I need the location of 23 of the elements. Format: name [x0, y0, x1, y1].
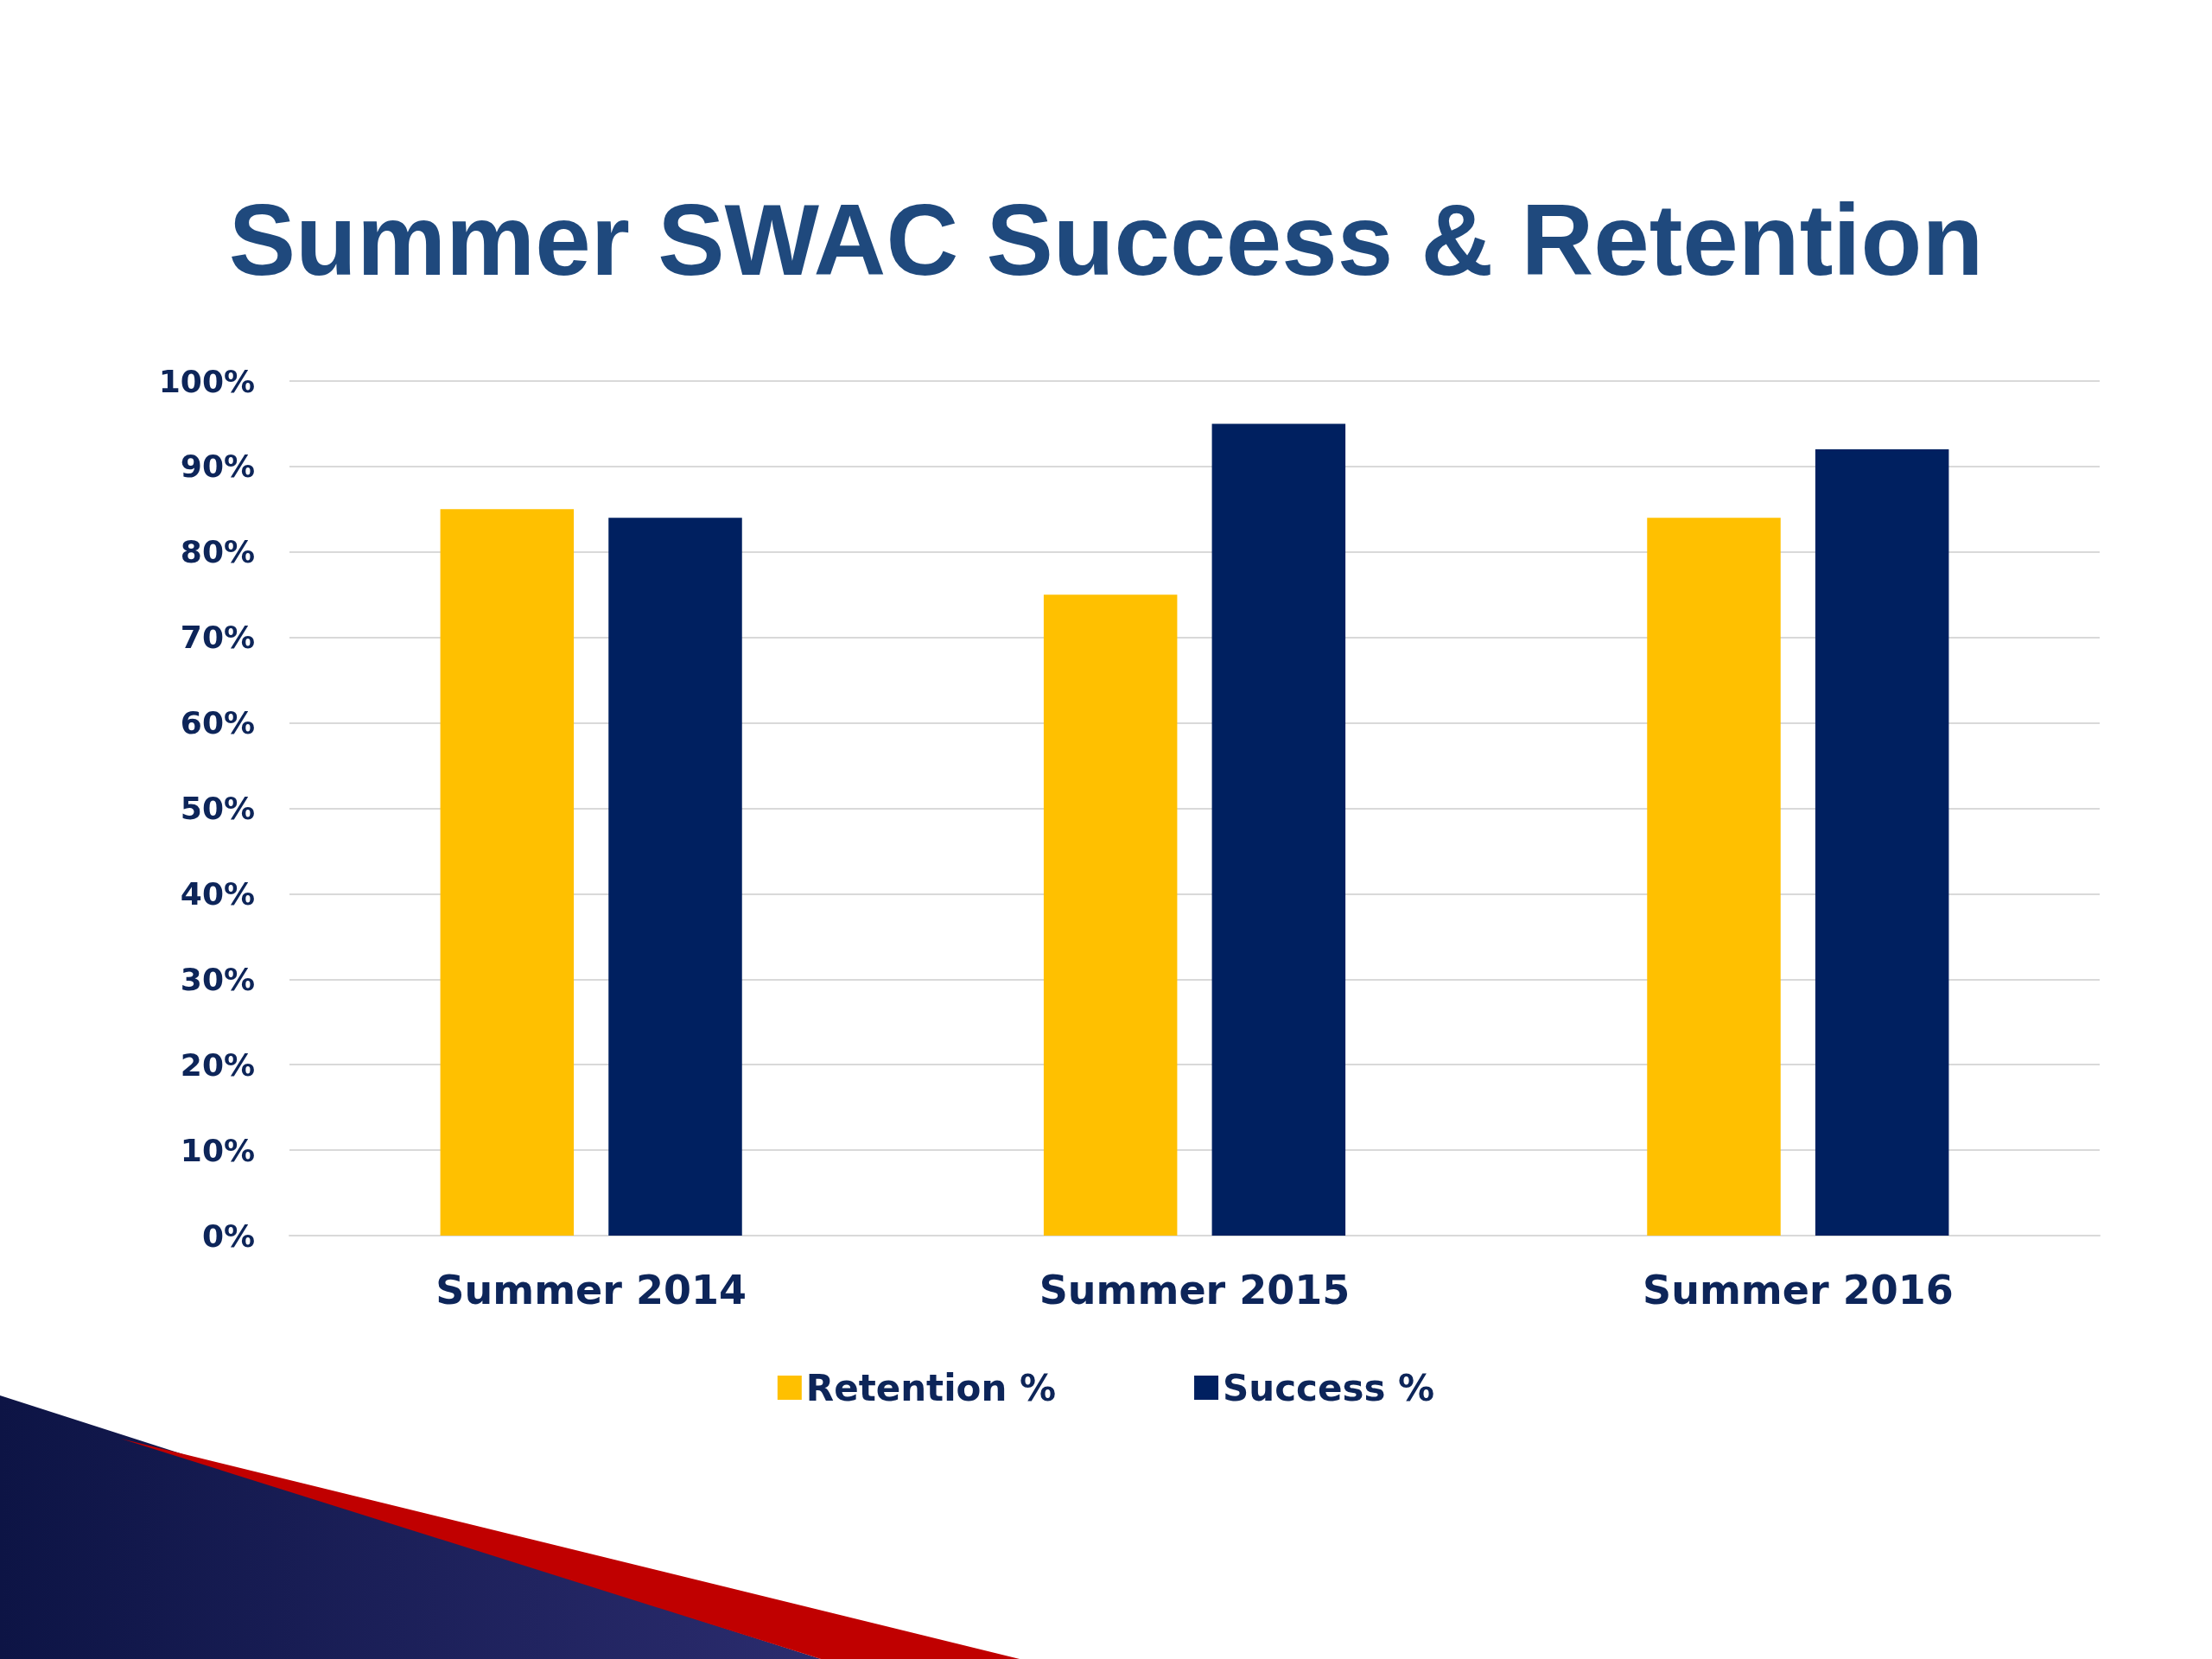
y-tick-label: 30% — [180, 961, 255, 997]
y-tick-label: 20% — [180, 1046, 255, 1083]
y-tick-label: 0% — [201, 1217, 255, 1254]
y-tick-label: 10% — [180, 1132, 255, 1168]
bar — [440, 509, 575, 1236]
bar — [1043, 594, 1178, 1236]
y-tick-label: 60% — [180, 705, 255, 741]
bar — [1211, 423, 1346, 1236]
y-tick-label: 50% — [180, 791, 255, 826]
bar — [608, 518, 742, 1236]
y-tick-label: 90% — [180, 448, 255, 485]
y-tick-label: 70% — [180, 620, 255, 656]
y-tick-label: 40% — [180, 875, 255, 912]
x-tick-label: Summer 2014 — [435, 1267, 747, 1313]
x-tick-label: Summer 2016 — [1643, 1267, 1954, 1313]
y-tick-label: 100% — [158, 363, 255, 399]
bar — [1815, 449, 1949, 1236]
legend-label: Success % — [1223, 1366, 1435, 1409]
bar — [1647, 518, 1781, 1236]
y-tick-label: 80% — [180, 534, 255, 570]
x-tick-label: Summer 2015 — [1039, 1267, 1351, 1313]
chart-title: Summer SWAC Success & Retention — [228, 184, 1984, 296]
legend-label: Retention % — [805, 1366, 1057, 1409]
